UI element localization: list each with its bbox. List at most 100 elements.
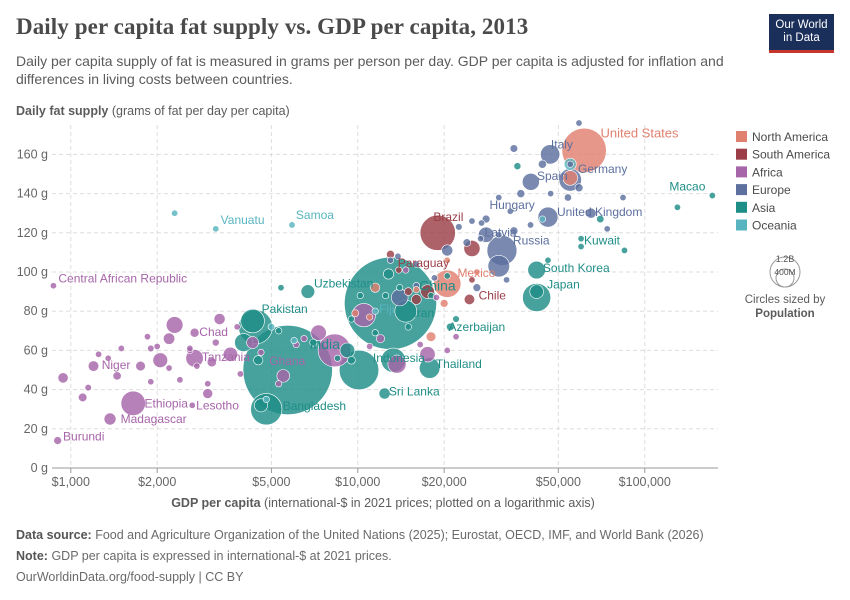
data-point: [371, 307, 379, 315]
data-point: [574, 183, 584, 193]
data-point: [564, 193, 572, 202]
data-point: [143, 333, 151, 341]
data-point: [529, 284, 544, 299]
legend-swatch: [736, 166, 747, 178]
data-point: [253, 355, 264, 366]
data-point: [452, 333, 460, 341]
point-label: Hungary: [489, 198, 534, 212]
data-point: [356, 292, 364, 300]
data-point: [351, 309, 360, 317]
data-point: [562, 170, 578, 186]
data-point: [165, 364, 173, 372]
data-point: [300, 335, 308, 343]
data-point: [370, 282, 381, 293]
point-label: Chad: [199, 325, 228, 339]
data-point: [347, 315, 355, 323]
x-tick-label: $2,000: [138, 475, 176, 489]
footer-note-text: GDP per capita is expressed in internati…: [51, 549, 392, 563]
data-point: [275, 380, 283, 388]
point-label: Brazil: [433, 210, 463, 224]
data-point: [446, 322, 455, 332]
data-point: [452, 315, 460, 323]
data-point: [620, 246, 628, 254]
point-label: Latvia: [485, 226, 517, 240]
data-point: [509, 226, 519, 236]
data-point: [443, 272, 451, 280]
x-axis-title: GDP per capita (international-$ in 2021 …: [171, 496, 595, 510]
data-point: [673, 203, 681, 211]
data-point: [202, 388, 214, 399]
data-point: [412, 260, 420, 268]
data-point: [147, 378, 155, 386]
y-tick-label: 80 g: [24, 304, 48, 318]
y-axis-title-rest: (grams of fat per day per capita): [108, 104, 289, 118]
data-point: [394, 252, 402, 260]
legend-label: Asia: [752, 201, 776, 215]
point-label: Indonesia: [373, 351, 425, 365]
data-point: [619, 194, 627, 202]
data-point: [104, 354, 112, 362]
data-point: [566, 160, 574, 168]
data-point: [242, 324, 333, 416]
data-point: [193, 362, 201, 370]
data-point: [57, 372, 69, 384]
point-label: Uzbekistan: [314, 277, 373, 291]
data-point: [211, 338, 220, 347]
data-point: [527, 221, 535, 229]
x-tick-label: $1,000: [52, 475, 90, 489]
data-point: [112, 371, 122, 381]
data-point: [152, 352, 168, 368]
data-point: [544, 256, 552, 264]
point-label: Lesotho: [196, 398, 239, 412]
data-point: [386, 256, 394, 264]
point-label: Paraguay: [398, 256, 449, 270]
data-point: [135, 360, 146, 372]
data-point: [477, 235, 485, 243]
owid-logo[interactable]: Our World in Data: [769, 14, 834, 53]
logo-line-2: in Data: [783, 32, 820, 44]
data-point: [412, 286, 420, 294]
data-point: [585, 207, 597, 219]
data-point: [246, 336, 259, 349]
data-point: [213, 313, 226, 325]
point-label: Central African Republic: [58, 272, 187, 286]
point-label: Sri Lanka: [389, 385, 440, 399]
legend-label: Europe: [752, 183, 791, 197]
legend-label: South America: [752, 148, 830, 162]
point-label: Niger: [102, 358, 131, 372]
point-label: Azerbaijan: [449, 320, 506, 334]
data-point: [396, 284, 404, 292]
point-label: Mexico: [457, 266, 495, 280]
data-point: [382, 292, 390, 300]
footer-source-label: Data source:: [16, 528, 92, 542]
y-tick-label: 0 g: [31, 461, 48, 475]
point-label: Ghana: [269, 354, 305, 368]
data-point: [189, 327, 200, 338]
data-point: [288, 221, 296, 229]
point-label: Japan: [547, 277, 580, 291]
y-tick-label: 40 g: [24, 383, 48, 397]
data-point: [416, 341, 424, 349]
data-point: [395, 266, 403, 274]
data-point: [495, 194, 503, 202]
data-point: [495, 231, 503, 239]
color-legend[interactable]: North America South America Africa Europe As…: [736, 130, 830, 233]
point-label: Thailand: [436, 357, 482, 371]
data-point: [153, 342, 161, 350]
data-point: [387, 354, 407, 374]
data-point: [376, 334, 385, 344]
point-label: Macao: [669, 180, 705, 194]
size-legend-label-big: 1.2B: [776, 254, 795, 264]
point-label: Spain: [537, 169, 568, 183]
legend-label: North America: [752, 130, 828, 144]
data-point: [487, 254, 510, 278]
data-point: [276, 369, 290, 383]
data-points: [49, 119, 716, 445]
x-axis-title-rest: (international-$ in 2021 prices; plotted…: [261, 496, 595, 510]
data-point: [521, 172, 540, 191]
footer-url[interactable]: OurWorldinData.org/food-supply | CC BY: [16, 570, 244, 584]
point-label: Pakistan: [262, 302, 308, 316]
data-point: [404, 287, 413, 296]
data-point: [277, 284, 285, 292]
data-point: [419, 214, 456, 251]
